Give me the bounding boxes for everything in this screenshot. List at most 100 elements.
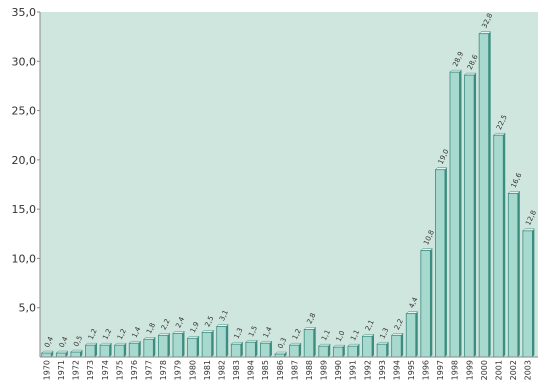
bar-1991 (347, 343, 361, 358)
bar-2003 (522, 228, 535, 358)
x-tick-label: 1993 (378, 360, 387, 380)
bar-front (128, 342, 140, 358)
bar-1985 (259, 340, 273, 358)
y-tick-labels: 5,0 10,0 15,0 20,0 25,0 30,0 35,0 (12, 6, 40, 315)
bar-side (153, 337, 156, 357)
bar-side (226, 324, 229, 357)
bar-side (167, 333, 170, 357)
x-tick-label: 1974 (101, 360, 110, 380)
data-label: 2,8 (306, 312, 318, 325)
x-tick-label: 1997 (436, 360, 445, 380)
bar-1972 (70, 349, 84, 358)
bar-side (65, 351, 68, 357)
bar-1999 (463, 72, 477, 358)
y-tick-label: 35,0 (12, 6, 37, 19)
bar-1983 (230, 341, 244, 358)
bar-2000 (478, 31, 492, 358)
bar-1996 (420, 248, 433, 358)
bar-side (255, 340, 258, 357)
bar-1971 (55, 350, 69, 358)
x-tick-label: 1996 (422, 360, 431, 380)
bar-front (260, 342, 271, 358)
bar-2002 (507, 191, 521, 358)
x-tick-label: 2002 (509, 360, 518, 380)
x-tick-label: 1980 (188, 360, 197, 380)
bar-1995 (405, 311, 419, 358)
y-tick-label: 30,0 (12, 55, 37, 68)
bar-front (362, 335, 373, 358)
bar-1988 (303, 327, 317, 358)
bar-1984 (245, 339, 258, 358)
x-tick-label: 1988 (305, 360, 314, 380)
bar-front (99, 344, 110, 358)
y-tick-label: 10,0 (12, 252, 37, 265)
data-label: 1,0 (335, 330, 347, 343)
data-label: 1,3 (378, 327, 390, 340)
data-label: 1,2 (101, 328, 113, 341)
bar-side (328, 344, 331, 357)
bar-side (313, 327, 316, 357)
x-tick-label: 2001 (494, 360, 503, 380)
data-label: 1,9 (189, 321, 201, 334)
bar-front (289, 344, 300, 358)
bar-side (415, 311, 418, 357)
x-tick-label: 1987 (290, 360, 299, 380)
x-tick-label: 1998 (451, 360, 460, 380)
bar-1982 (216, 324, 229, 358)
bar-front (114, 344, 125, 358)
bar-1997 (434, 167, 448, 358)
data-label: 1,2 (291, 328, 303, 341)
bar-side (284, 352, 287, 357)
bar-front (449, 71, 460, 358)
bar-front (172, 332, 183, 358)
bar-front (464, 74, 475, 358)
bar-side (51, 351, 54, 357)
x-tick-labels: 1970 1971 1972 1973 1974 1975 1976 1977 1978 1979… (43, 360, 533, 380)
bar-side (138, 341, 141, 357)
bar-side (182, 331, 185, 357)
x-tick-label: 1985 (261, 360, 270, 380)
bar-side (517, 191, 520, 357)
x-tick-label: 1992 (363, 360, 372, 380)
bar-front (70, 351, 81, 358)
bars-layer: 0,4 0,4 0,51,2 1,2 1,2 1,4 1,8 2,2 2,4 1,9 2,5 3,11… (41, 12, 538, 358)
data-label: 1,2 (87, 328, 99, 341)
bar-side (386, 342, 389, 357)
bar-1992 (361, 334, 375, 358)
y-tick-label: 25,0 (12, 105, 37, 118)
data-label: 2,2 (160, 318, 172, 331)
x-tick-label: 1973 (86, 360, 95, 380)
x-tick-label: 1983 (232, 360, 241, 380)
data-label: 1,1 (349, 329, 361, 342)
y-tick-label: 15,0 (12, 203, 37, 216)
data-label: 0,3 (276, 336, 288, 349)
bar-side (94, 343, 97, 357)
data-label: 1,8 (145, 322, 157, 335)
bar-front (391, 334, 402, 358)
plot-background (40, 12, 538, 357)
bar-2001 (493, 132, 506, 358)
bar-1987 (289, 342, 302, 358)
bar-front (157, 334, 169, 358)
bar-side (211, 330, 214, 357)
bar-side (372, 334, 375, 357)
y-tick-label: 20,0 (12, 154, 37, 167)
bar-front (318, 345, 329, 358)
bar-1993 (376, 341, 390, 358)
bar-1979 (172, 331, 186, 358)
bar-side (488, 31, 491, 357)
bar-front (332, 346, 344, 358)
bar-side (401, 333, 404, 357)
bar-1989 (318, 343, 331, 358)
bar-front (55, 352, 67, 358)
x-tick-label: 1975 (115, 360, 124, 380)
bar-front (187, 337, 198, 358)
x-tick-label: 1982 (217, 360, 226, 380)
bar-1986 (274, 351, 288, 358)
bar-front (522, 230, 533, 358)
bar-side (240, 342, 243, 357)
x-tick-label: 1989 (320, 360, 329, 380)
x-tick-label: 1984 (247, 360, 256, 380)
bar-side (124, 343, 127, 357)
